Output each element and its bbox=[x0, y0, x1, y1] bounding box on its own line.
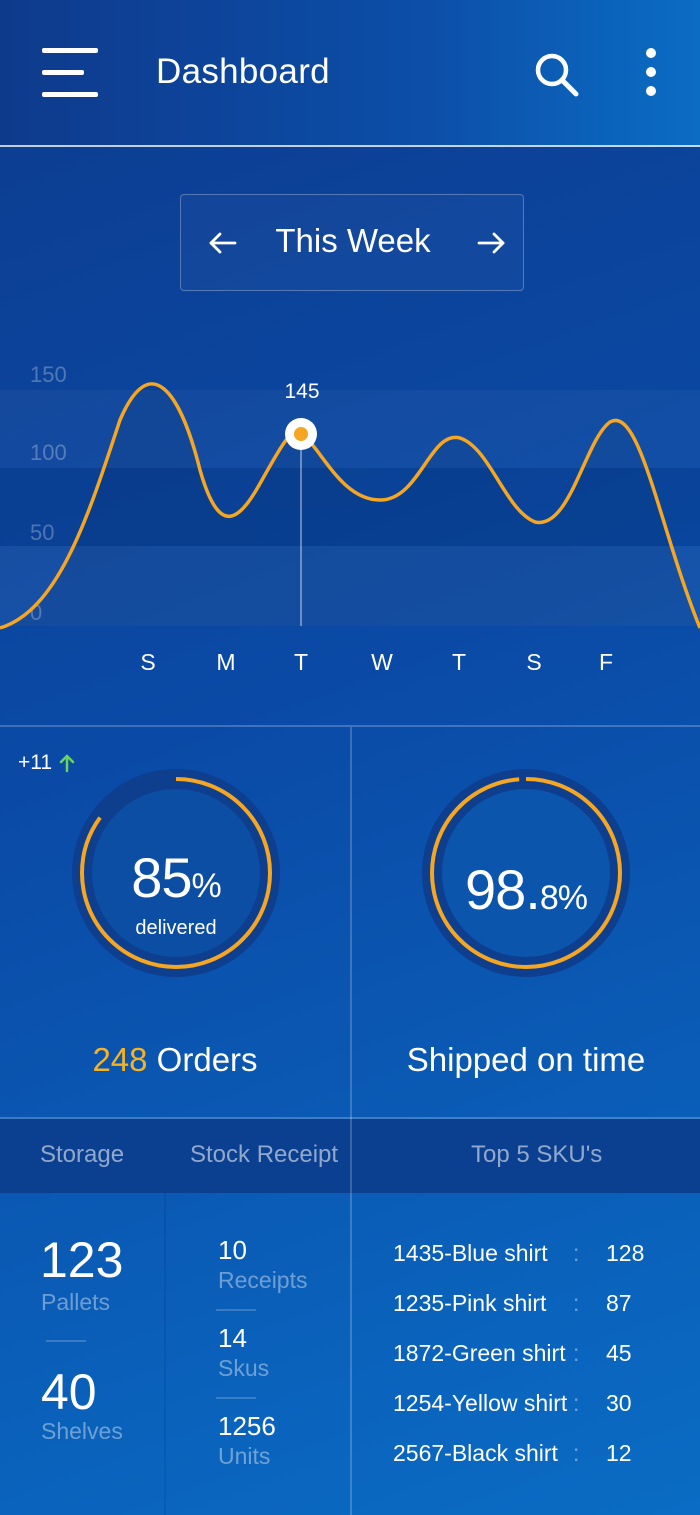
receipt-mini-divider bbox=[216, 1397, 256, 1399]
tabs-top-divider bbox=[0, 1117, 700, 1119]
x-tick-label[interactable]: S bbox=[526, 649, 541, 675]
sku-separator: : bbox=[573, 1290, 580, 1316]
sku-name: 2567-Black shirt bbox=[393, 1440, 558, 1466]
delivered-percent: 85% bbox=[131, 846, 222, 909]
x-tick-label[interactable]: M bbox=[216, 649, 235, 675]
sku-count: 45 bbox=[606, 1340, 632, 1366]
sku-count: 128 bbox=[606, 1240, 645, 1266]
sku-name: 1254-Yellow shirt bbox=[393, 1390, 568, 1416]
sku-separator: : bbox=[573, 1440, 580, 1466]
sku-name: 1235-Pink shirt bbox=[393, 1290, 547, 1316]
storage-panel: 123 Pallets 40 Shelves bbox=[0, 1193, 164, 1515]
sku-separator: : bbox=[573, 1340, 580, 1366]
sku-count: 12 bbox=[606, 1440, 632, 1466]
delivered-ring: 85% delivered bbox=[70, 767, 282, 979]
skus-label: Skus bbox=[218, 1355, 270, 1381]
sku-name: 1872-Green shirt bbox=[393, 1340, 566, 1366]
orders-label: Orders bbox=[147, 1041, 258, 1078]
panel-mid-divider bbox=[350, 1119, 352, 1515]
shipped-percent: 98.8% bbox=[465, 858, 588, 921]
y-tick-label: 100 bbox=[30, 440, 67, 465]
sku-name: 1435-Blue shirt bbox=[393, 1240, 548, 1266]
highlight-point-core bbox=[294, 427, 308, 441]
shipped-caption: Shipped on time bbox=[406, 1041, 646, 1078]
sku-separator: : bbox=[573, 1390, 580, 1416]
tab-storage[interactable]: Storage bbox=[40, 1141, 125, 1168]
receipt-mini-divider bbox=[216, 1309, 256, 1311]
hamburger-menu-icon[interactable] bbox=[42, 48, 100, 98]
units-label: Units bbox=[218, 1443, 271, 1469]
skus-value: 14 bbox=[218, 1323, 247, 1353]
trend-value: +11 bbox=[18, 751, 53, 774]
highlight-value-label: 145 bbox=[284, 380, 319, 403]
tab-top-skus[interactable]: Top 5 SKU's bbox=[471, 1141, 603, 1168]
arrow-left-icon[interactable] bbox=[205, 225, 241, 261]
chart-series-line bbox=[0, 382, 700, 630]
tab-stock-receipt[interactable]: Stock Receipt bbox=[190, 1141, 339, 1168]
delivered-stat: +11 85% delivered 248 Orders bbox=[0, 727, 350, 1117]
panel-tabs: Storage Stock Receipt Top 5 SKU's bbox=[0, 1119, 700, 1193]
page-title: Dashboard bbox=[156, 52, 330, 91]
units-value: 1256 bbox=[218, 1411, 276, 1441]
stats-top-divider bbox=[0, 725, 700, 727]
shipped-stat: 98.8% Shipped on time bbox=[352, 727, 700, 1117]
x-tick-label[interactable]: W bbox=[371, 649, 393, 675]
ring-inner bbox=[92, 789, 260, 957]
stats-mid-divider bbox=[350, 727, 352, 1119]
panel-storage-divider bbox=[164, 1193, 166, 1515]
receipts-value: 10 bbox=[218, 1235, 247, 1265]
pallets-value: 123 bbox=[40, 1232, 124, 1288]
arrow-up-icon bbox=[59, 754, 75, 773]
shelves-label: Shelves bbox=[41, 1418, 123, 1444]
x-tick-label[interactable]: T bbox=[294, 649, 308, 675]
chart-area-fill bbox=[0, 383, 700, 628]
chart-band-middle bbox=[0, 468, 700, 546]
pallets-label: Pallets bbox=[41, 1289, 111, 1315]
sku-count: 87 bbox=[606, 1290, 632, 1316]
week-label: This Week bbox=[275, 222, 431, 259]
more-vertical-icon[interactable] bbox=[640, 46, 664, 100]
receipts-label: Receipts bbox=[218, 1267, 308, 1293]
sku-separator: : bbox=[573, 1240, 580, 1266]
trend-indicator: +11 bbox=[18, 751, 76, 775]
shipped-progress-arc bbox=[430, 777, 622, 969]
orders-summary: 248 Orders bbox=[0, 1041, 350, 1079]
shelves-value: 40 bbox=[41, 1364, 97, 1420]
stock-receipt-panel: 10 Receipts 14 Skus 1256 Units bbox=[166, 1193, 350, 1515]
chart-band-bottom bbox=[0, 546, 700, 626]
arrow-right-icon[interactable] bbox=[473, 225, 509, 261]
ring-inner bbox=[442, 789, 610, 957]
x-tick-label[interactable]: F bbox=[599, 649, 613, 675]
y-tick-label: 150 bbox=[30, 362, 67, 387]
y-tick-label: 50 bbox=[30, 520, 54, 545]
shipped-ring: 98.8% bbox=[420, 767, 632, 979]
orders-count: 248 bbox=[92, 1041, 148, 1078]
delivered-caption: delivered bbox=[135, 917, 217, 939]
storage-mini-divider bbox=[46, 1340, 86, 1342]
delivered-progress-arc bbox=[80, 777, 272, 969]
week-selector: This Week bbox=[180, 194, 524, 291]
search-icon[interactable] bbox=[532, 50, 580, 98]
x-tick-label[interactable]: T bbox=[452, 649, 466, 675]
x-tick-label[interactable]: S bbox=[140, 649, 155, 675]
app-header: Dashboard bbox=[0, 0, 700, 147]
sku-count: 30 bbox=[606, 1390, 632, 1416]
